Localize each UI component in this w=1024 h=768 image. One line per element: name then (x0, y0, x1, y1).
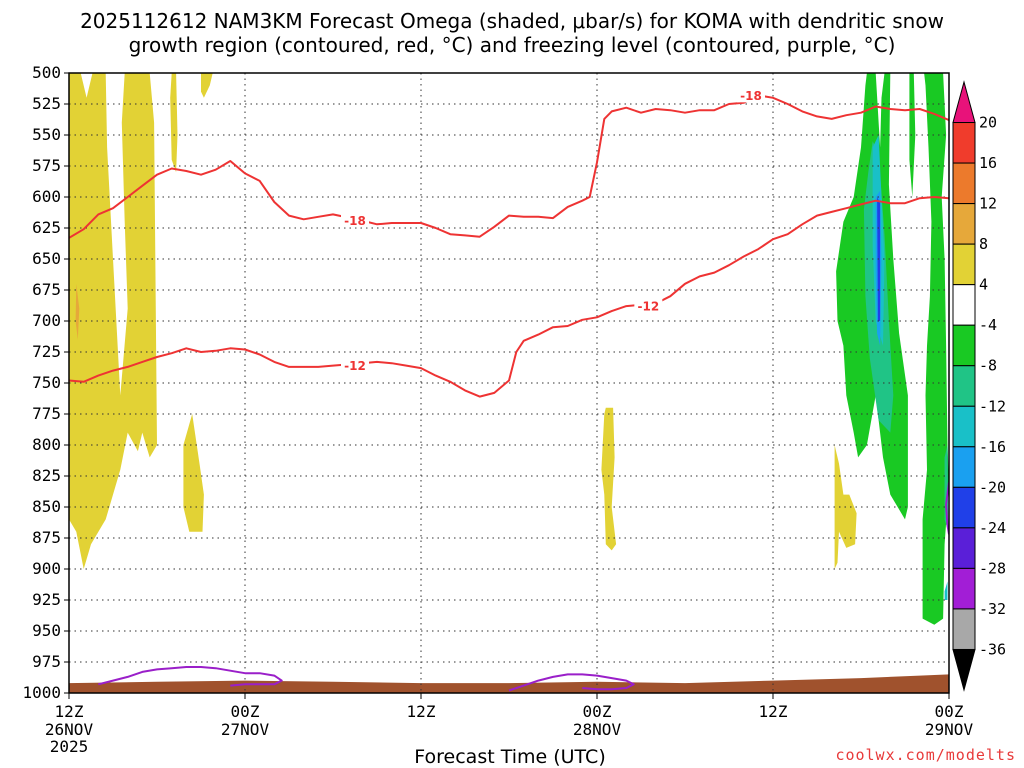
y-tick-label: 950 (32, 621, 61, 640)
x-tick-label: 12Z (55, 702, 84, 721)
omega-region-1 (201, 73, 213, 98)
x-tick-date: 27NOV (221, 720, 270, 739)
colorbar-bin (952, 284, 976, 326)
grid-lines (69, 73, 949, 693)
y-tick-label: 750 (32, 373, 61, 392)
colorbar-label: -36 (979, 640, 1006, 658)
colorbar-label: -32 (979, 600, 1006, 618)
colorbar-bin (952, 162, 976, 205)
colorbar-bin (952, 324, 976, 367)
minus-18-isotherm (69, 94, 949, 239)
y-tick-label: 1000 (22, 683, 61, 702)
y-tick-label: 725 (32, 342, 61, 361)
colorbar-arrow-bottom (952, 648, 976, 692)
chart-title-line1: 2025112612 NAM3KM Forecast Omega (shaded… (80, 9, 944, 33)
omega-region-9 (922, 73, 949, 625)
y-axis-pressure-ticks: 500 525 550 575 600 625 650 675 700 725 750 775 800 8… (22, 63, 69, 702)
ground-surface-layer (69, 674, 949, 693)
colorbar-bin (952, 243, 976, 286)
y-tick-label: 975 (32, 652, 61, 671)
x-tick-label: 12Z (407, 702, 436, 721)
omega-region-5 (601, 407, 617, 551)
x-tick-label: 00Z (583, 702, 612, 721)
omega-region-8 (909, 73, 916, 197)
y-tick-label: 500 (32, 63, 61, 82)
y-tick-label: 825 (32, 466, 61, 485)
omega-region-15 (944, 581, 948, 600)
y-tick-label: 925 (32, 590, 61, 609)
y-tick-label: 650 (32, 249, 61, 268)
y-tick-label: 775 (32, 404, 61, 423)
colorbar-label: -8 (979, 357, 997, 375)
ground-surface (69, 674, 949, 693)
colorbar-bin (952, 203, 976, 245)
colorbar-arrow-top (952, 80, 976, 124)
x-tick-label: 12Z (759, 702, 788, 721)
y-tick-label: 550 (32, 125, 61, 144)
y-tick-label: 850 (32, 497, 61, 516)
colorbar-label: -20 (979, 478, 1006, 496)
freezing-level-contour-1 (98, 666, 283, 687)
colorbar-bin (952, 365, 976, 407)
site-credit: coolwx.com/modelts (835, 746, 1016, 764)
colorbar-label: -4 (979, 316, 997, 334)
colorbar-bin (952, 122, 976, 164)
y-tick-label: 700 (32, 311, 61, 330)
x-tick-date: 26NOV (45, 720, 94, 739)
x-axis-label: Forecast Time (UTC) (414, 746, 605, 768)
omega-region-3 (75, 283, 80, 340)
colorbar-bin (952, 527, 976, 569)
y-tick-label: 575 (32, 156, 61, 175)
y-tick-label: 525 (32, 94, 61, 113)
minus-12-isotherm (69, 196, 949, 398)
x-tick-label: 00Z (231, 702, 260, 721)
contour-lines (69, 94, 949, 692)
omega-shaded-field (69, 73, 949, 625)
colorbar-bin (952, 446, 976, 488)
y-tick-label: 625 (32, 218, 61, 237)
colorbar-label: -16 (979, 438, 1006, 456)
colorbar-bin (952, 486, 976, 529)
y-tick-label: 900 (32, 559, 61, 578)
contour-label--18: -18 (740, 89, 762, 103)
omega-region-4 (183, 414, 204, 532)
colorbar-label: 4 (979, 276, 988, 294)
colorbar-bin (952, 567, 976, 610)
x-tick-label: 00Z (935, 702, 964, 721)
contour-label-bg (341, 213, 369, 228)
contour-label-bg (341, 358, 369, 373)
chart-title-line2: growth region (contoured, red, °C) and f… (129, 33, 896, 57)
contour-labels: -18 -18 -12 -12 (341, 88, 765, 373)
y-tick-label: 600 (32, 187, 61, 206)
contour-label--18: -18 (344, 214, 366, 228)
y-tick-label: 875 (32, 528, 61, 547)
contour-label-bg (634, 299, 663, 314)
contour-label--12: -12 (344, 359, 366, 373)
colorbar-legend: 20 16 12 8 4 -4 -8 -12 -16 -20 -24 -28 -32 -36 (952, 80, 1006, 692)
x-tick-date: 29NOV (925, 720, 974, 739)
colorbar-label: -12 (979, 397, 1006, 415)
y-tick-label: 675 (32, 280, 61, 299)
colorbar-label: 12 (979, 195, 997, 213)
x-tick-year: 2025 (50, 737, 89, 756)
colorbar-label: -28 (979, 559, 1006, 577)
colorbar-label: 8 (979, 235, 988, 253)
contour-label-bg (737, 88, 765, 103)
colorbar-bin (952, 405, 976, 448)
omega-region-2 (170, 73, 178, 173)
colorbar-label: 16 (979, 154, 997, 172)
y-tick-label: 800 (32, 435, 61, 454)
colorbar-bin (952, 608, 976, 650)
colorbar-label: -24 (979, 519, 1006, 537)
freezing-level-contour-2 (508, 673, 635, 692)
contour-label--12: -12 (637, 300, 659, 314)
x-tick-date: 28NOV (573, 720, 622, 739)
colorbar-label: 20 (979, 114, 997, 132)
